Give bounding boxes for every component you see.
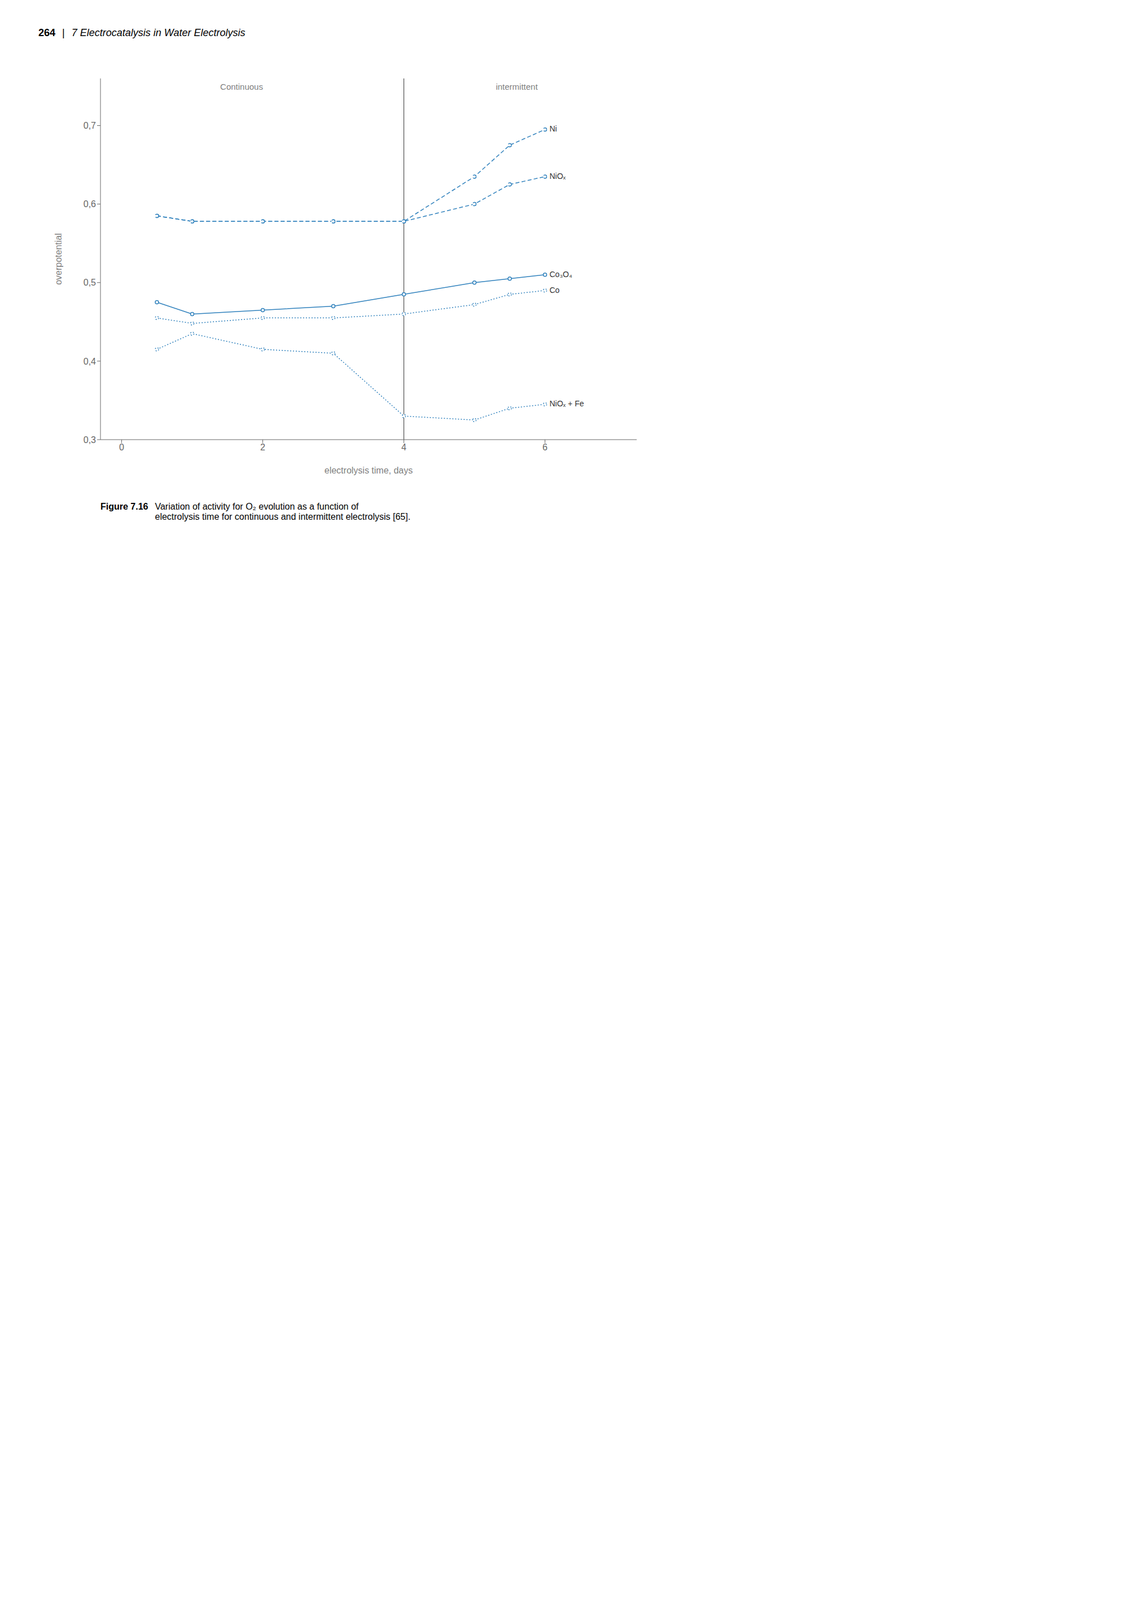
- svg-text:Continuous: Continuous: [220, 81, 264, 92]
- svg-text:intermittent: intermittent: [495, 81, 538, 92]
- svg-text:0,7: 0,7: [83, 120, 96, 131]
- svg-text:6: 6: [542, 442, 548, 453]
- svg-text:0,3: 0,3: [83, 435, 96, 445]
- svg-text:NiOₓ: NiOₓ: [549, 171, 567, 181]
- svg-text:2: 2: [260, 442, 266, 453]
- svg-text:Co: Co: [549, 285, 560, 295]
- svg-text:0: 0: [119, 442, 125, 453]
- html-text:Figure 7.16: Figure 7.16: [100, 501, 149, 512]
- svg-text:Ni: Ni: [549, 124, 558, 134]
- html-text:264: 264: [38, 27, 56, 39]
- svg-text:4: 4: [401, 442, 407, 453]
- html-text:7 Electrocatalysis in Water El: 7 Electrocatalysis in Water Electrolysis: [71, 27, 246, 39]
- html-text:Variation of activity for O₂ e: Variation of activity for O₂ evolution a…: [154, 501, 411, 522]
- svg-text:0,5: 0,5: [83, 277, 96, 288]
- svg-text:overpotential: overpotential: [53, 233, 64, 286]
- svg-text:0,4: 0,4: [83, 356, 96, 367]
- svg-text:electrolysis time, days: electrolysis time, days: [324, 465, 414, 476]
- svg-text:Co₃O₄: Co₃O₄: [549, 269, 573, 279]
- svg-text:0,6: 0,6: [83, 199, 96, 209]
- svg-text:NiOₓ + Fe: NiOₓ + Fe: [549, 399, 585, 409]
